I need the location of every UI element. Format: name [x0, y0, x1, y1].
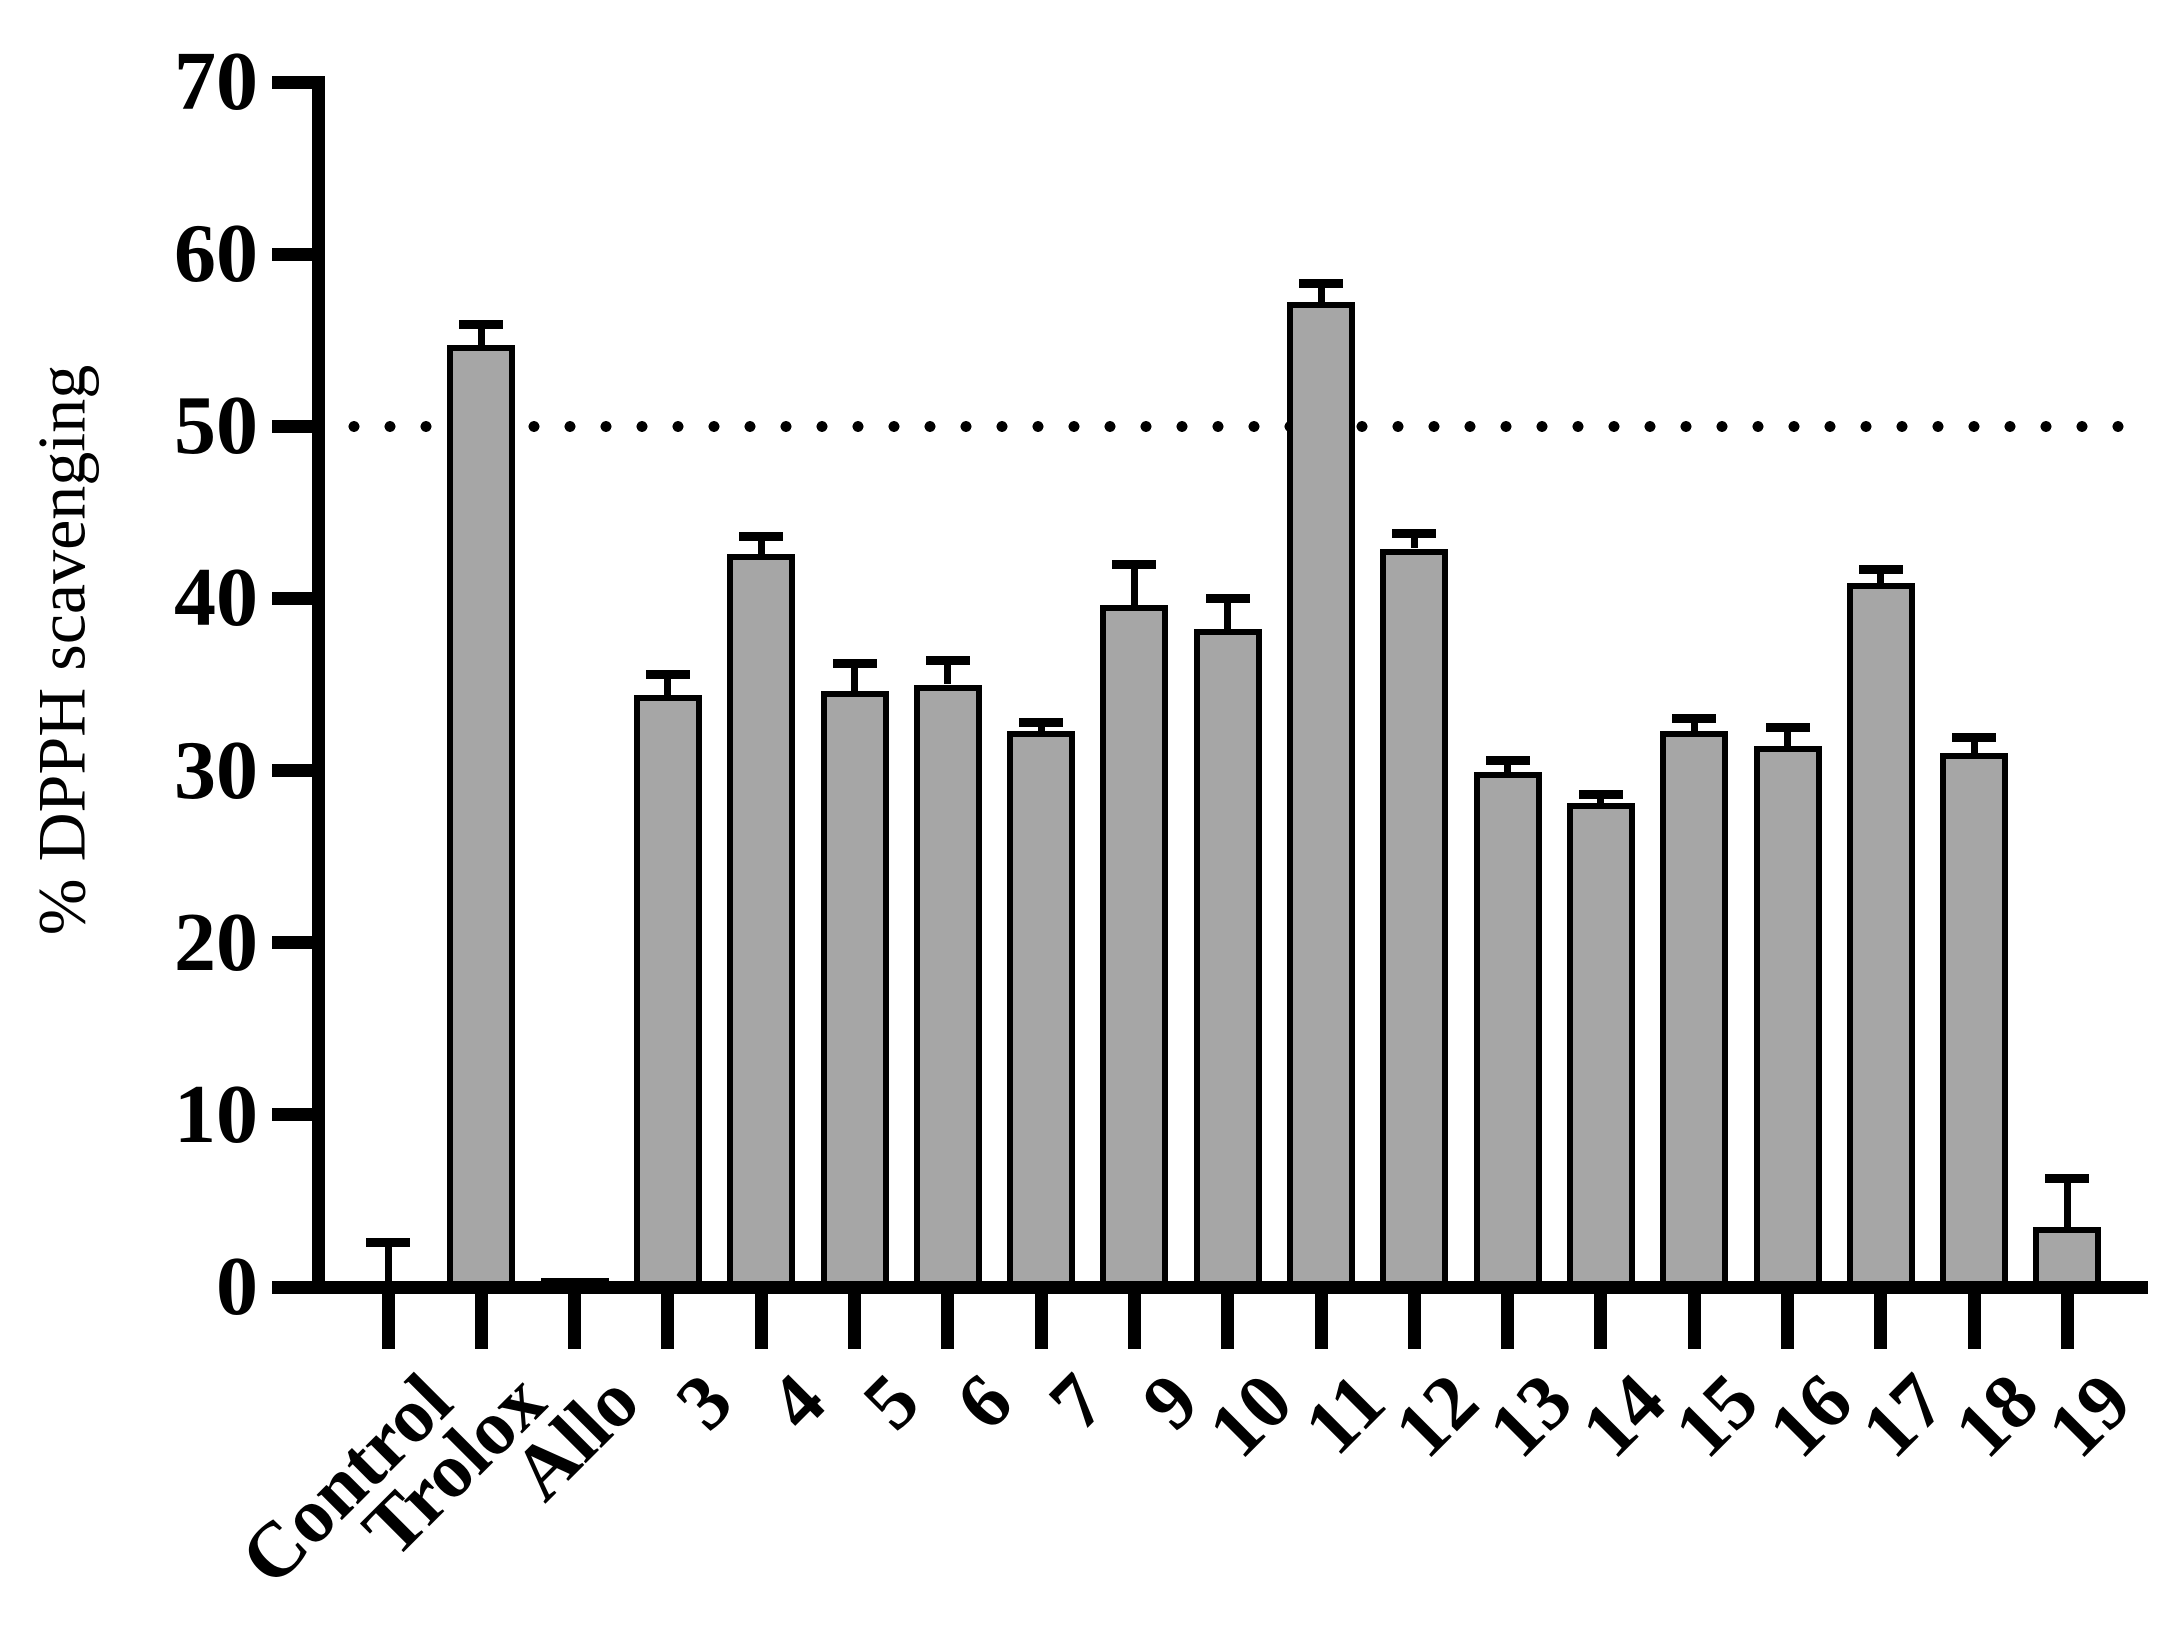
error-bar-12: [1410, 533, 1418, 549]
x-tick-7: [1034, 1294, 1048, 1349]
error-bar-5: [851, 663, 858, 692]
bar-4: [727, 553, 796, 1294]
error-bar-11: [1317, 283, 1325, 303]
error-bar-17: [1877, 569, 1885, 583]
error-cap-17: [1858, 564, 1903, 574]
error-cap-19: [2045, 1174, 2090, 1184]
y-tick-label-20: 20: [174, 895, 258, 989]
x-axis-line: [272, 1281, 2148, 1294]
error-cap-7: [1019, 717, 1064, 727]
reference-line-50: [336, 419, 2136, 433]
x-label-3: 3: [659, 1356, 749, 1446]
error-cap-13: [1485, 755, 1530, 765]
x-label-10: 10: [1191, 1356, 1308, 1474]
bar-6: [913, 684, 982, 1294]
bar-18: [1940, 753, 2009, 1294]
bar-11: [1287, 302, 1355, 1294]
y-tick-label-40: 40: [174, 551, 258, 645]
x-tick-Trolox: [474, 1294, 488, 1349]
x-label-5: 5: [845, 1356, 935, 1446]
y-tick-60: [272, 247, 312, 261]
error-cap-16: [1765, 723, 1810, 733]
y-tick-50: [272, 419, 312, 433]
bar-14: [1566, 803, 1635, 1294]
error-bar-16: [1784, 727, 1791, 747]
error-cap-12: [1392, 528, 1437, 538]
x-tick-9: [1127, 1294, 1141, 1349]
bar-7: [1007, 730, 1076, 1294]
y-tick-label-10: 10: [174, 1067, 258, 1161]
x-tick-19: [2060, 1294, 2074, 1349]
y-tick-label-0: 0: [216, 1240, 258, 1333]
x-label-6: 6: [938, 1356, 1029, 1446]
bar-12: [1380, 548, 1449, 1294]
x-tick-6: [941, 1294, 955, 1349]
bar-16: [1753, 746, 1822, 1294]
error-cap-15: [1672, 714, 1717, 724]
bar-10: [1193, 629, 1262, 1294]
error-cap-6: [925, 655, 970, 665]
error-cap-11: [1299, 278, 1343, 288]
y-tick-label-60: 60: [174, 207, 258, 301]
error-bar-9: [1130, 564, 1138, 606]
x-label-4: 4: [752, 1356, 842, 1446]
x-tick-5: [848, 1294, 861, 1349]
error-bar-13: [1504, 760, 1512, 773]
error-cap-10: [1205, 593, 1250, 603]
error-bar-6: [944, 660, 952, 685]
x-label-7: 7: [1032, 1356, 1122, 1446]
error-bar-10: [1224, 598, 1232, 630]
x-tick-4: [754, 1294, 768, 1349]
x-tick-Allo: [568, 1294, 582, 1349]
y-axis-line: [312, 76, 325, 1294]
error-cap-3: [645, 669, 690, 679]
x-tick-12: [1407, 1294, 1421, 1349]
y-tick-label-50: 50: [174, 379, 258, 473]
y-tick-10: [272, 1108, 312, 1122]
x-tick-11: [1314, 1294, 1328, 1349]
x-label-19: 19: [2030, 1356, 2148, 1474]
error-bar-15: [1690, 718, 1698, 731]
y-tick-label-30: 30: [174, 723, 258, 817]
x-tick-15: [1687, 1294, 1701, 1349]
error-bar-Trolox: [477, 324, 485, 346]
x-tick-3: [661, 1294, 675, 1349]
bar-9: [1100, 605, 1169, 1294]
bar-3: [633, 694, 702, 1294]
bar-17: [1846, 582, 1915, 1294]
error-cap-Trolox: [459, 320, 504, 330]
error-cap-14: [1578, 790, 1623, 800]
y-tick-label-70: 70: [174, 35, 258, 128]
error-bar-3: [664, 674, 672, 695]
y-tick-40: [272, 591, 312, 605]
error-bar-19: [2063, 1178, 2071, 1227]
x-tick-10: [1221, 1294, 1235, 1349]
bar-13: [1473, 772, 1542, 1294]
error-bar-18: [1970, 737, 1978, 754]
bar-15: [1660, 730, 1729, 1294]
bar-Trolox: [447, 345, 516, 1294]
y-tick-30: [272, 764, 312, 778]
x-tick-Control: [381, 1294, 395, 1349]
error-cap-9: [1112, 559, 1157, 569]
error-cap-18: [1952, 733, 1997, 743]
error-cap-4: [739, 531, 784, 541]
y-tick-70: [272, 75, 312, 89]
error-bar-4: [757, 536, 765, 554]
x-tick-13: [1501, 1294, 1515, 1349]
x-tick-17: [1874, 1294, 1888, 1349]
error-bar-Control: [384, 1242, 392, 1287]
error-cap-Control: [366, 1237, 410, 1247]
error-cap-5: [832, 659, 877, 669]
bar-5: [820, 691, 889, 1294]
x-tick-14: [1594, 1294, 1608, 1349]
y-tick-20: [272, 936, 312, 950]
x-tick-18: [1967, 1294, 1981, 1349]
x-tick-16: [1781, 1294, 1794, 1349]
